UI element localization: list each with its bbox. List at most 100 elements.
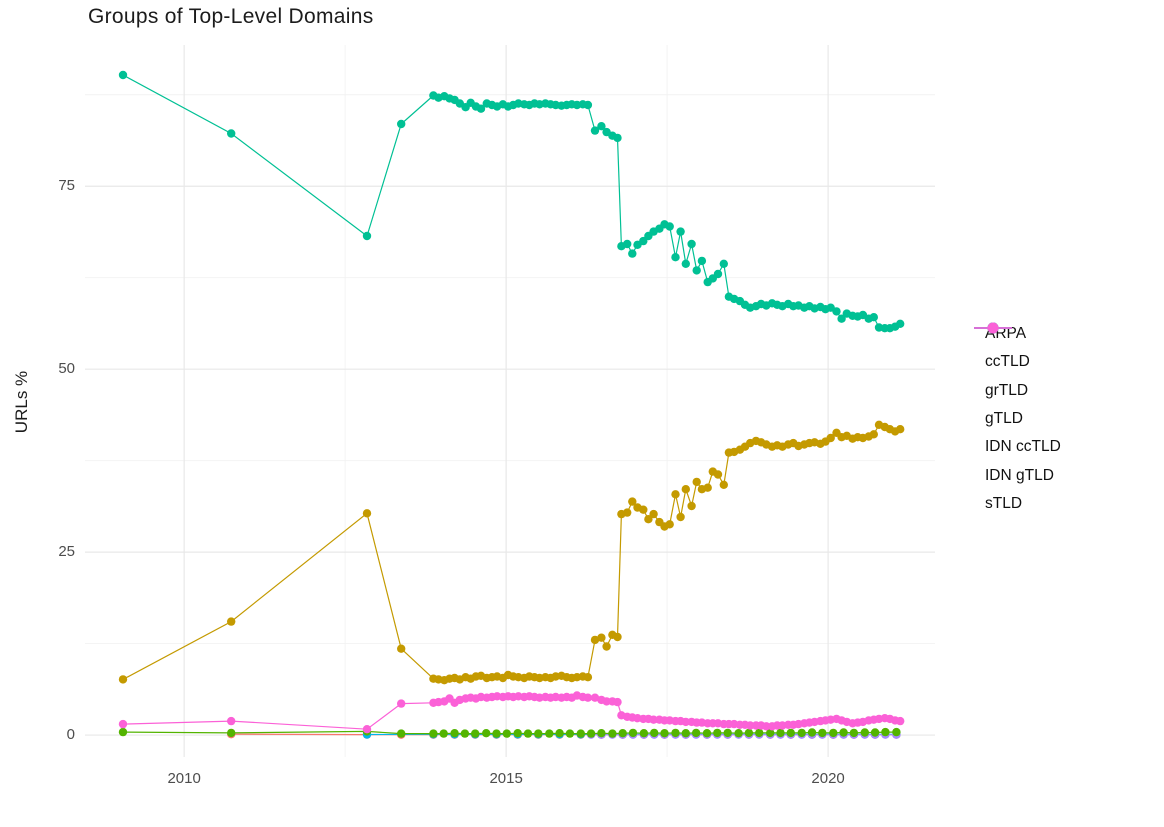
series-grTLD [118, 727, 901, 738]
data-point [892, 727, 901, 737]
data-point [681, 485, 690, 494]
data-point [762, 722, 771, 731]
data-point [650, 728, 659, 738]
data-point [450, 729, 459, 738]
data-point [660, 729, 669, 738]
data-point [671, 253, 680, 262]
data-point [687, 501, 696, 511]
x-tick-label: 2015 [489, 770, 523, 787]
data-point [118, 70, 128, 80]
data-point [713, 470, 723, 479]
legend-item-gTLD: gTLD [973, 322, 1061, 433]
data-point [397, 119, 406, 129]
data-point [826, 433, 835, 443]
data-point [766, 728, 775, 738]
data-point [576, 729, 585, 738]
data-point [583, 693, 593, 702]
data-point [227, 716, 236, 726]
data-point [502, 729, 511, 738]
data-point [471, 729, 480, 738]
data-point [681, 729, 690, 738]
series-sTLD [118, 691, 905, 734]
data-point [586, 729, 596, 738]
data-point [692, 266, 701, 275]
data-point [590, 693, 600, 702]
data-point [362, 509, 372, 518]
data-point [713, 728, 722, 738]
data-point [681, 717, 690, 727]
data-point [118, 719, 128, 729]
data-point [829, 728, 838, 738]
data-point [628, 249, 637, 258]
data-point [613, 133, 622, 143]
data-point [671, 728, 680, 738]
legend-key-dot [987, 322, 999, 334]
data-point [776, 728, 785, 738]
data-point [702, 729, 712, 738]
data-point [697, 256, 707, 266]
data-point [583, 100, 593, 110]
data-point [608, 729, 617, 738]
data-point [227, 728, 236, 738]
data-point [719, 259, 728, 268]
data-point [583, 673, 593, 682]
data-point [590, 126, 600, 135]
data-point [746, 721, 755, 730]
data-point [681, 259, 690, 268]
data-point [807, 728, 817, 737]
data-point [565, 729, 575, 738]
data-point [534, 729, 543, 738]
data-point [703, 483, 712, 492]
data-point [896, 319, 905, 328]
data-point [618, 729, 627, 738]
data-point [476, 104, 486, 113]
data-point [613, 697, 622, 707]
data-point [869, 430, 878, 439]
data-point [639, 729, 649, 738]
data-point [362, 231, 372, 241]
data-point [896, 716, 905, 726]
data-point [665, 520, 674, 529]
data-point [397, 644, 406, 653]
data-point [719, 480, 728, 489]
data-point [362, 725, 372, 734]
x-tick-label: 2020 [811, 770, 845, 787]
y-tick-label: 75 [58, 177, 75, 195]
data-point [671, 490, 680, 499]
legend-item-grTLD: grTLD [973, 322, 1061, 405]
y-tick-label: 25 [58, 543, 75, 561]
legend-label: sTLD [985, 494, 1023, 512]
data-point [649, 715, 658, 724]
legend-item-sTLD: sTLD [973, 322, 1061, 518]
legend-item-IDN-ccTLD: IDN ccTLD [973, 322, 1061, 461]
data-point [628, 497, 637, 506]
data-point [797, 728, 806, 738]
chart-title: Groups of Top-Level Domains [88, 5, 374, 28]
data-point [676, 227, 685, 236]
data-point [397, 729, 406, 738]
data-point [397, 699, 406, 708]
data-point [691, 728, 701, 738]
data-point [881, 727, 890, 737]
data-point [639, 236, 648, 246]
legend-key-icon [974, 322, 1012, 334]
line-gTLD [122, 74, 901, 329]
data-point [818, 728, 827, 738]
data-point [869, 313, 878, 322]
legend-label: gTLD [985, 410, 1023, 428]
data-point [665, 222, 674, 231]
series-gTLD [118, 70, 905, 333]
data-point [482, 729, 491, 738]
data-point [602, 697, 611, 706]
data-point [623, 508, 632, 517]
data-point [545, 729, 554, 738]
data-point [870, 728, 880, 737]
data-point [597, 729, 606, 738]
data-point [676, 512, 685, 522]
data-point [513, 729, 522, 738]
legend-label: ccTLD [985, 353, 1030, 371]
data-point [786, 728, 795, 738]
data-point [713, 269, 723, 279]
